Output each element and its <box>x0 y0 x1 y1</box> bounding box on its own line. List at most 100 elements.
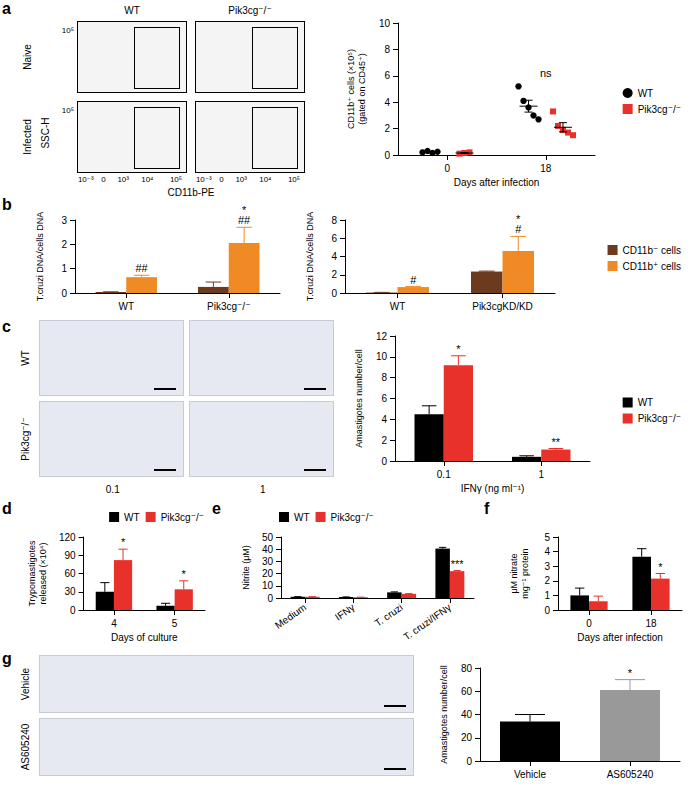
svg-text:0: 0 <box>384 150 390 161</box>
svg-text:Vehicle: Vehicle <box>514 769 547 780</box>
svg-text:Days after infection: Days after infection <box>454 177 540 188</box>
svg-text:CD11b⁺ cells (×10⁵): CD11b⁺ cells (×10⁵) <box>346 49 356 129</box>
svg-text:6: 6 <box>384 70 390 81</box>
svg-text:#: # <box>410 274 417 286</box>
svg-text:Pik3cg⁻/⁻: Pik3cg⁻/⁻ <box>161 512 204 523</box>
svg-text:10: 10 <box>262 580 274 591</box>
svg-text:Pik3cgKD/KD: Pik3cgKD/KD <box>472 301 533 312</box>
svg-text:2: 2 <box>384 123 390 134</box>
svg-text:Amastigotes number/cell: Amastigotes number/cell <box>354 349 364 448</box>
svg-text:Pik3cg⁻/⁻: Pik3cg⁻/⁻ <box>638 104 681 115</box>
svg-text:(gated on CD45⁺): (gated on CD45⁺) <box>357 53 367 124</box>
svg-text:WT: WT <box>118 301 134 312</box>
svg-text:2: 2 <box>544 575 550 586</box>
svg-text:released (×10⁴): released (×10⁴) <box>38 542 48 604</box>
svg-text:3: 3 <box>61 215 67 226</box>
svg-text:CD11b⁺ cells: CD11b⁺ cells <box>623 261 681 272</box>
svg-text:Medium: Medium <box>273 601 308 630</box>
svg-text:*: * <box>456 343 461 355</box>
svg-text:4: 4 <box>111 618 117 629</box>
svg-text:8: 8 <box>331 215 337 226</box>
svg-text:Amastigotes number/cell: Amastigotes number/cell <box>439 665 449 764</box>
svg-text:40: 40 <box>461 709 473 720</box>
svg-text:6: 6 <box>331 233 337 244</box>
html-text:Naive: Naive <box>21 44 33 70</box>
svg-text:T.cruzi DNA/cells DNA: T.cruzi DNA/cells DNA <box>35 212 45 302</box>
svg-text:Pik3cg⁻/⁻: Pik3cg⁻/⁻ <box>207 301 250 312</box>
svg-text:T. cruzi/IFNγ: T. cruzi/IFNγ <box>401 601 453 642</box>
svg-text:0: 0 <box>70 605 76 616</box>
svg-text:IFNγ: IFNγ <box>333 601 357 622</box>
svg-text:1: 1 <box>544 590 550 601</box>
svg-text:20: 20 <box>262 568 274 579</box>
svg-text:Pik3cg⁻/⁻: Pik3cg⁻/⁻ <box>638 413 681 424</box>
svg-text:Pik3cg⁻/⁻: Pik3cg⁻/⁻ <box>331 512 374 523</box>
svg-text:Trypomastigotes: Trypomastigotes <box>27 540 37 607</box>
svg-text:CD11b⁻ cells: CD11b⁻ cells <box>623 245 681 256</box>
svg-text:1: 1 <box>61 263 67 274</box>
svg-text:0: 0 <box>331 288 337 299</box>
svg-text:WT: WT <box>638 88 654 99</box>
svg-text:8: 8 <box>384 44 390 55</box>
svg-text:30: 30 <box>262 556 274 567</box>
svg-text:4: 4 <box>384 97 390 108</box>
svg-text:##: ## <box>238 214 251 226</box>
svg-text:*: * <box>182 568 187 580</box>
svg-text:ns: ns <box>540 67 552 79</box>
svg-text:0.1: 0.1 <box>437 469 451 480</box>
svg-text:4: 4 <box>331 251 337 262</box>
svg-text:18: 18 <box>645 618 657 629</box>
svg-text:T.cruzi DNA/cells DNA: T.cruzi DNA/cells DNA <box>305 212 315 302</box>
svg-text:30: 30 <box>64 586 76 597</box>
svg-text:Days of culture: Days of culture <box>111 632 178 643</box>
svg-text:4: 4 <box>381 414 387 425</box>
svg-text:2: 2 <box>61 239 67 250</box>
svg-text:**: ** <box>552 436 561 448</box>
svg-text:6: 6 <box>381 393 387 404</box>
svg-text:0: 0 <box>544 605 550 616</box>
svg-text:0: 0 <box>444 163 450 174</box>
svg-text:8: 8 <box>381 372 387 383</box>
svg-text:5: 5 <box>172 618 178 629</box>
svg-text:μM nitrate: μM nitrate <box>509 553 519 593</box>
svg-text:0: 0 <box>381 456 387 467</box>
svg-text:0: 0 <box>61 288 67 299</box>
svg-text:IFNγ (ng ml⁻¹): IFNγ (ng ml⁻¹) <box>461 483 525 494</box>
svg-text:T. cruzi: T. cruzi <box>373 601 405 628</box>
svg-text:Nitrite (μM): Nitrite (μM) <box>241 545 251 590</box>
svg-text:20: 20 <box>461 732 473 743</box>
svg-text:1: 1 <box>538 469 544 480</box>
svg-text:3: 3 <box>544 561 550 572</box>
svg-text:0: 0 <box>267 593 273 604</box>
svg-text:120: 120 <box>59 532 76 543</box>
svg-text:10: 10 <box>379 18 391 29</box>
svg-text:***: *** <box>451 558 465 570</box>
svg-text:4: 4 <box>544 546 550 557</box>
svg-text:WT: WT <box>638 397 654 408</box>
svg-text:0: 0 <box>466 756 472 767</box>
svg-text:0: 0 <box>586 618 592 629</box>
svg-text:#: # <box>515 223 522 235</box>
svg-text:Days after infection: Days after infection <box>577 632 663 643</box>
svg-text:80: 80 <box>461 663 473 674</box>
svg-text:40: 40 <box>262 544 274 555</box>
svg-text:WT: WT <box>390 301 406 312</box>
svg-text:90: 90 <box>64 550 76 561</box>
svg-text:WT: WT <box>294 512 310 523</box>
svg-text:50: 50 <box>262 532 274 543</box>
svg-text:5: 5 <box>544 532 550 543</box>
svg-text:60: 60 <box>64 568 76 579</box>
svg-text:2: 2 <box>331 269 337 280</box>
svg-text:##: ## <box>136 262 149 274</box>
svg-text:mg⁻¹ protein: mg⁻¹ protein <box>520 548 530 598</box>
svg-text:*: * <box>121 536 126 548</box>
svg-text:2: 2 <box>381 435 387 446</box>
svg-text:*: * <box>658 561 663 573</box>
svg-text:18: 18 <box>540 163 552 174</box>
svg-text:AS605240: AS605240 <box>607 769 654 780</box>
svg-text:10: 10 <box>376 351 388 362</box>
svg-text:WT: WT <box>124 512 140 523</box>
svg-text:12: 12 <box>376 331 388 342</box>
svg-text:*: * <box>628 667 633 679</box>
svg-text:60: 60 <box>461 686 473 697</box>
